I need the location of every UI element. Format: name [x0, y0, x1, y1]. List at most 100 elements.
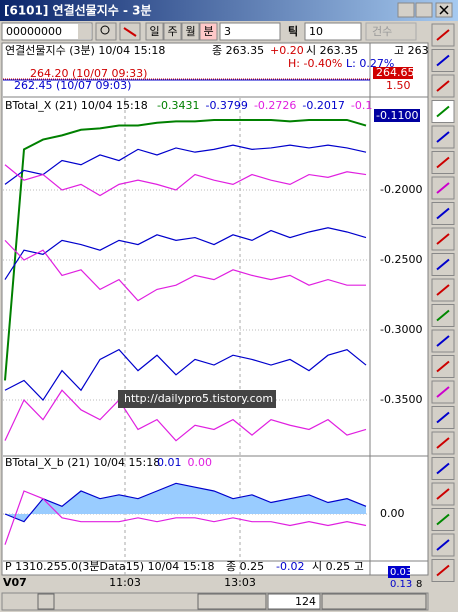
search-icon — [100, 25, 110, 35]
series-line — [4, 348, 367, 402]
panel-legend: BTotal_X (21) 10/04 15:18 — [5, 99, 148, 112]
side-icon — [436, 386, 450, 398]
tool-icon — [123, 27, 137, 37]
series-line — [4, 490, 367, 545]
side-icon — [436, 131, 450, 143]
count: 10 — [309, 25, 323, 38]
area — [5, 483, 366, 522]
maximize[interactable] — [415, 2, 433, 18]
side-icon — [436, 29, 450, 41]
watermark-box — [118, 390, 276, 408]
series-line — [4, 164, 367, 197]
y-tick-label: -0.2500 — [380, 253, 422, 266]
tick-label: 틱 — [288, 24, 298, 38]
series-line — [4, 482, 367, 523]
period-button[interactable] — [163, 22, 182, 41]
side-icon — [436, 309, 450, 322]
zoom-buttons[interactable] — [321, 593, 427, 610]
info-close: 종 263.35 — [212, 44, 264, 57]
legend-value: -0.2726 — [254, 99, 296, 112]
side-icon — [436, 437, 450, 449]
period-button[interactable] — [199, 22, 218, 41]
side-icon — [436, 335, 450, 347]
corner-top: 0.03 — [390, 567, 412, 578]
bottom-open: 시 0.25 고 — [312, 560, 364, 573]
mode-select[interactable] — [365, 22, 417, 41]
period-button[interactable] — [145, 22, 164, 41]
interval: 3 — [224, 25, 231, 38]
info-change: +0.20 — [270, 44, 304, 57]
time-label: 11:03 — [109, 576, 141, 589]
scroll-buttons[interactable] — [197, 593, 267, 610]
legend-value: -0.3799 — [205, 99, 247, 112]
legend-value: 0.00 — [188, 456, 213, 469]
time-label: V07 — [3, 576, 27, 589]
side-icon — [436, 105, 450, 118]
period-label: 월 — [185, 25, 195, 38]
side-icon — [436, 54, 450, 67]
info-high: 고 263 — [394, 44, 429, 57]
side-icon — [436, 564, 450, 577]
side-icon — [436, 411, 450, 424]
info-h: H: -0.40% — [288, 57, 342, 70]
y-tick-label: 0.00 — [380, 507, 405, 520]
side-icon — [436, 80, 450, 92]
legend-value: -0.3431 — [157, 99, 199, 112]
mode: 건수 — [372, 25, 392, 38]
title-bar — [0, 0, 458, 21]
info-l: L: 0.27% — [346, 57, 394, 70]
count-select[interactable] — [304, 22, 362, 41]
low-note: 262.45 (10/07 09:03) — [14, 79, 131, 92]
bottom-change: -0.02 — [276, 560, 304, 573]
bottom-close: 종 0.25 — [226, 560, 264, 573]
corner-extra: 8 — [416, 579, 422, 590]
series-line — [4, 239, 366, 302]
period-button[interactable] — [181, 22, 200, 41]
side-icon — [436, 284, 450, 296]
current-value: -0.1100 — [376, 109, 418, 122]
high-note: 264.20 (10/07 09:33) — [30, 67, 147, 80]
series-line — [4, 144, 367, 185]
side-icon — [436, 233, 450, 245]
y-tick-label: -0.2000 — [380, 183, 422, 196]
side-icon — [436, 360, 450, 373]
y-tick-label: -0.3500 — [380, 393, 422, 406]
last-box — [373, 67, 413, 79]
search-button[interactable] — [95, 22, 117, 41]
scroll-left[interactable] — [37, 593, 55, 610]
series-line — [4, 118, 367, 381]
side-icon — [436, 258, 450, 271]
side-icon — [436, 462, 450, 475]
side-icon — [436, 156, 450, 169]
interval-select[interactable] — [219, 22, 281, 41]
series-line — [4, 227, 367, 280]
count-box[interactable] — [267, 593, 321, 610]
info-name: 연결선물지수 (3분) 10/04 15:18 — [5, 44, 165, 57]
corner-bottom: 0.13 — [390, 579, 412, 590]
minimize[interactable] — [397, 2, 415, 18]
code-input[interactable] — [1, 22, 93, 41]
time-label: 13:03 — [224, 576, 256, 589]
info-open: 시 263.35 — [306, 44, 358, 57]
last-price: 264.65 — [376, 66, 415, 79]
side-icon — [436, 207, 450, 220]
watermark: http://dailypro5.tistory.com — [124, 392, 273, 405]
current-box — [374, 109, 420, 122]
window-buttons[interactable] — [397, 2, 453, 18]
series-line — [4, 389, 367, 442]
scroll-count: 124 — [295, 595, 316, 608]
period-label: 분 — [203, 25, 213, 38]
corner-box — [388, 566, 410, 578]
bottom-legend: P 1310.255.0(3분Data15) 10/04 15:18 — [5, 560, 214, 573]
close-icon — [439, 5, 449, 15]
diff: 1.50 — [386, 79, 411, 92]
code: 00000000 — [6, 25, 62, 38]
window-title: [6101] 연결선물지수 - 3분 — [4, 3, 152, 18]
dropdown[interactable] — [78, 24, 91, 39]
legend-value: -0.1 — [351, 99, 372, 112]
legend-value: -0.2017 — [302, 99, 344, 112]
period-label: 주 — [167, 25, 177, 38]
side-icon — [436, 182, 450, 194]
